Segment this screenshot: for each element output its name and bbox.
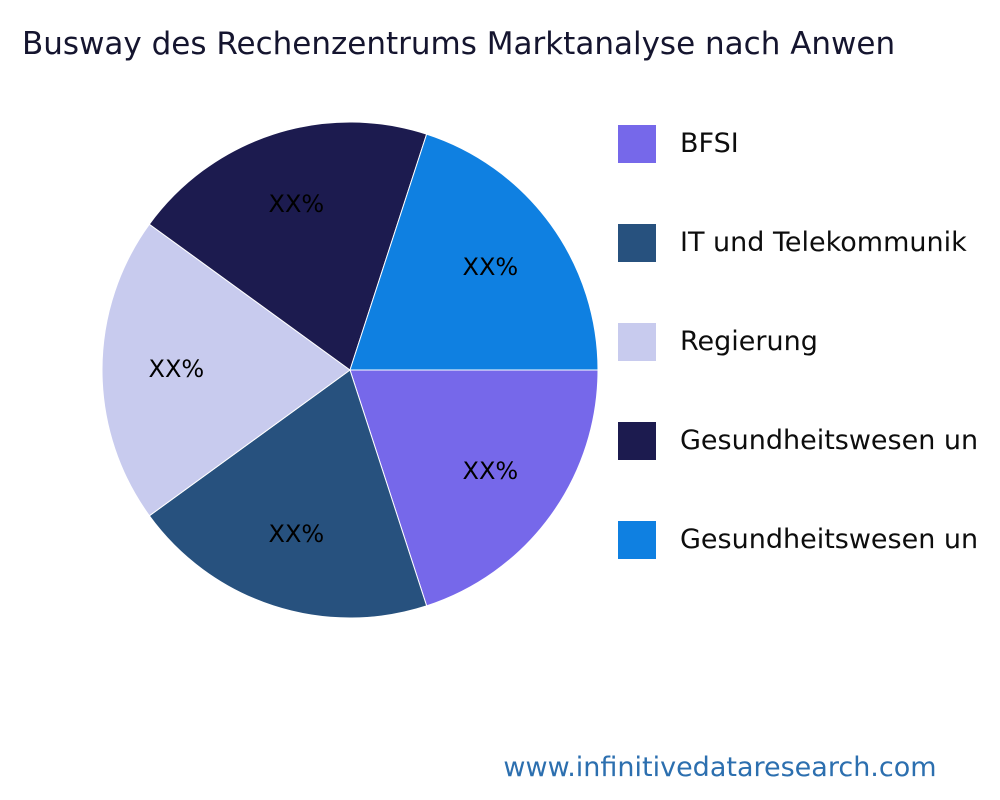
pie-slice-label-4: XX% xyxy=(269,190,325,218)
legend: BFSI IT und Telekommunik Regierung Gesun… xyxy=(618,94,1000,589)
pie-slice-3 xyxy=(101,223,351,517)
legend-label: BFSI xyxy=(680,128,739,159)
legend-swatch xyxy=(618,520,656,559)
legend-swatch xyxy=(618,124,656,163)
footer-link[interactable]: www.infinitivedataresearch.com xyxy=(503,752,937,783)
pie-slice-label-5: XX% xyxy=(463,253,519,281)
pie-slice-1 xyxy=(349,369,599,607)
pie-slice-4 xyxy=(148,121,428,371)
legend-label: Regierung xyxy=(680,326,818,357)
legend-swatch xyxy=(618,421,656,460)
pie-slice-5 xyxy=(349,133,599,371)
pie-slice-2 xyxy=(148,369,428,619)
footer: www.infinitivedataresearch.com xyxy=(440,752,1000,783)
legend-item-3: Regierung xyxy=(618,292,1000,391)
legend-label: Gesundheitswesen un xyxy=(680,524,979,555)
legend-item-5: Gesundheitswesen un xyxy=(618,490,1000,589)
pie-slice-label-2: XX% xyxy=(269,520,325,548)
chart-title: Busway des Rechenzentrums Marktanalyse n… xyxy=(22,26,896,62)
legend-swatch xyxy=(618,322,656,361)
legend-swatch xyxy=(618,223,656,262)
legend-label: Gesundheitswesen un xyxy=(680,425,979,456)
pie-slice-label-3: XX% xyxy=(149,355,205,383)
legend-label: IT und Telekommunik xyxy=(680,227,967,258)
legend-item-4: Gesundheitswesen un xyxy=(618,391,1000,490)
pie-slice-label-1: XX% xyxy=(463,457,519,485)
legend-item-2: IT und Telekommunik xyxy=(618,193,1000,292)
legend-item-1: BFSI xyxy=(618,94,1000,193)
pie-chart: XX% XX% XX% XX% XX% xyxy=(101,121,599,619)
